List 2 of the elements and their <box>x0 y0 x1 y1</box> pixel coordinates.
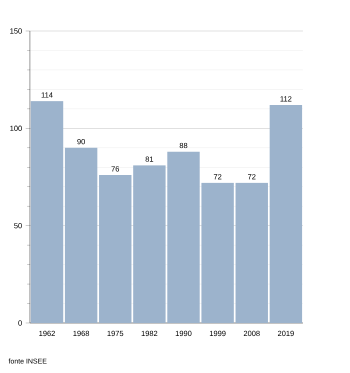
bar <box>30 101 64 323</box>
bar <box>167 152 200 323</box>
